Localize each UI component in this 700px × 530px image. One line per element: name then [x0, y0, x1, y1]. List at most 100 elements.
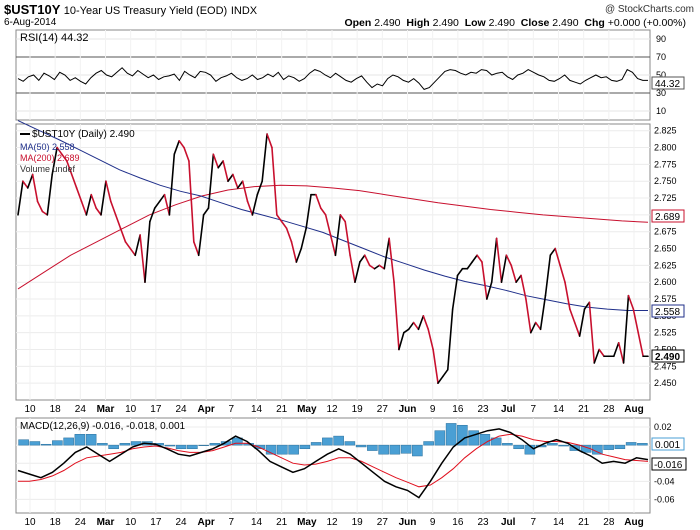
price-segment: [598, 348, 605, 358]
price-tick-label: 2.450: [654, 378, 677, 388]
price-segment: [305, 193, 312, 230]
rsi-value-box: [651, 76, 685, 90]
macd-hist-bar: [558, 444, 569, 447]
x-tick-label: Aug: [624, 517, 643, 528]
price-segment: [46, 173, 53, 216]
macd-value-label: -0.016: [654, 460, 683, 471]
ohlc-readout: Open 2.490 High 2.490 Low 2.490 Close 2.…: [344, 17, 686, 29]
price-segment: [490, 237, 498, 283]
macd-hist-bar: [457, 424, 468, 446]
macd-hist-bar: [614, 444, 626, 450]
x-tick-label: 12: [326, 517, 338, 528]
x-tick-label: Jun: [399, 517, 417, 528]
high-label: High: [406, 17, 430, 29]
ma200-legend-label: MA(200) 2.689: [20, 153, 80, 163]
price-segment: [290, 241, 298, 263]
copyright-label: @ StockCharts.com: [604, 4, 694, 15]
close-label: Close: [520, 17, 550, 29]
x-tick-label: 7: [531, 404, 537, 415]
price-segment: [227, 173, 234, 183]
rsi-tick-label: 90: [656, 34, 666, 44]
macd-hist-bar: [97, 443, 108, 446]
rsi-grid: [16, 30, 650, 120]
ma200-value-label: 2.689: [655, 212, 680, 223]
macd-hist-bar: [322, 437, 333, 446]
price-segment: [617, 341, 625, 364]
price-segment: [56, 146, 63, 156]
macd-tick-label: 0.02: [654, 422, 672, 432]
price-segment: [319, 207, 327, 216]
price-legend: $UST10Y (Daily) 2.490 MA(50) 2.558 MA(20…: [20, 129, 135, 174]
x-tick-label: 17: [150, 517, 162, 528]
x-tick-label: 19: [352, 517, 364, 528]
price-segment: [26, 173, 34, 189]
macd-hist-bar: [423, 441, 434, 446]
price-segment: [407, 321, 415, 331]
price-x-axis: 10 18 24 Mar 10 17 24 Apr 7 14 21 May 12 19 27 Jun 9 16 23…: [24, 404, 643, 415]
price-segment: [85, 193, 93, 216]
price-segment: [510, 264, 517, 283]
x-tick-label: 9: [430, 404, 436, 415]
price-segment: [466, 261, 473, 270]
macd-tick-label: -0.06: [654, 494, 675, 504]
rsi-tick-label: 10: [656, 106, 666, 116]
price-tick-label: 2.475: [654, 361, 677, 371]
price-segment: [398, 331, 405, 351]
x-tick-label: 19: [352, 404, 364, 415]
price-tick-label: 2.525: [654, 328, 677, 338]
macd-hist-bar: [445, 423, 457, 446]
price-segment: [329, 234, 337, 257]
price-segment: [539, 294, 547, 331]
price-tick-label: 2.625: [654, 260, 677, 270]
chart-symbol-title: $UST10Y 10-Year US Treasury Yield (EOD) …: [4, 2, 257, 17]
macd-panel: 0.02-0.02-0.04-0.06 MACD(12,26,9) -0.016…: [15, 417, 687, 514]
price-segment: [505, 254, 513, 267]
macd-hist-bar: [175, 444, 187, 450]
price-segment: [212, 153, 220, 169]
x-tick-label: Apr: [198, 404, 215, 415]
macd-hist-bar: [209, 443, 221, 446]
price-tick-label: 2.675: [654, 227, 677, 237]
price-segment: [442, 368, 449, 378]
x-tick-label: Mar: [97, 517, 115, 528]
price-tick-label: 2.575: [654, 294, 677, 304]
price-segment: [593, 348, 600, 364]
macd-hist-bar: [288, 444, 299, 455]
x-tick-label: Apr: [198, 517, 215, 528]
x-tick-label: May: [297, 404, 317, 415]
macd-hist-bar: [198, 444, 209, 446]
price-segment: [105, 180, 112, 203]
x-tick-label: 24: [75, 404, 87, 415]
ma50-value-label: 2.558: [655, 307, 680, 318]
price-segment: [315, 193, 322, 209]
price-segment: [368, 264, 376, 270]
macd-hist-bar: [355, 444, 367, 448]
macd-hist-bar: [18, 439, 29, 446]
price-segment: [349, 254, 356, 283]
price-segment: [17, 180, 24, 216]
x-tick-label: Aug: [624, 404, 643, 415]
x-tick-label: 27: [377, 404, 389, 415]
x-tick-label: 24: [175, 517, 187, 528]
price-segment: [632, 308, 640, 334]
x-tick-label: May: [297, 517, 317, 528]
price-segment: [554, 247, 561, 267]
price-segment: [476, 254, 483, 263]
price-segment: [534, 321, 542, 331]
price-segment: [75, 187, 83, 203]
macd-hist-bar: [592, 444, 603, 455]
close-value: 2.490: [552, 17, 579, 29]
price-tick-label: 2.725: [654, 193, 677, 203]
macd-hist-bar: [625, 442, 637, 446]
macd-hist-bar: [637, 443, 648, 446]
price-segment: [388, 237, 395, 283]
price-segment: [549, 247, 557, 257]
price-segment: [31, 173, 39, 203]
price-segment: [153, 200, 161, 209]
price-segment: [324, 214, 332, 236]
exchange-label: INDX: [230, 5, 258, 17]
price-segment: [481, 261, 488, 300]
price-segment: [339, 214, 347, 223]
macd-hist-bar: [187, 444, 198, 450]
macd-hist-bar: [603, 444, 614, 450]
